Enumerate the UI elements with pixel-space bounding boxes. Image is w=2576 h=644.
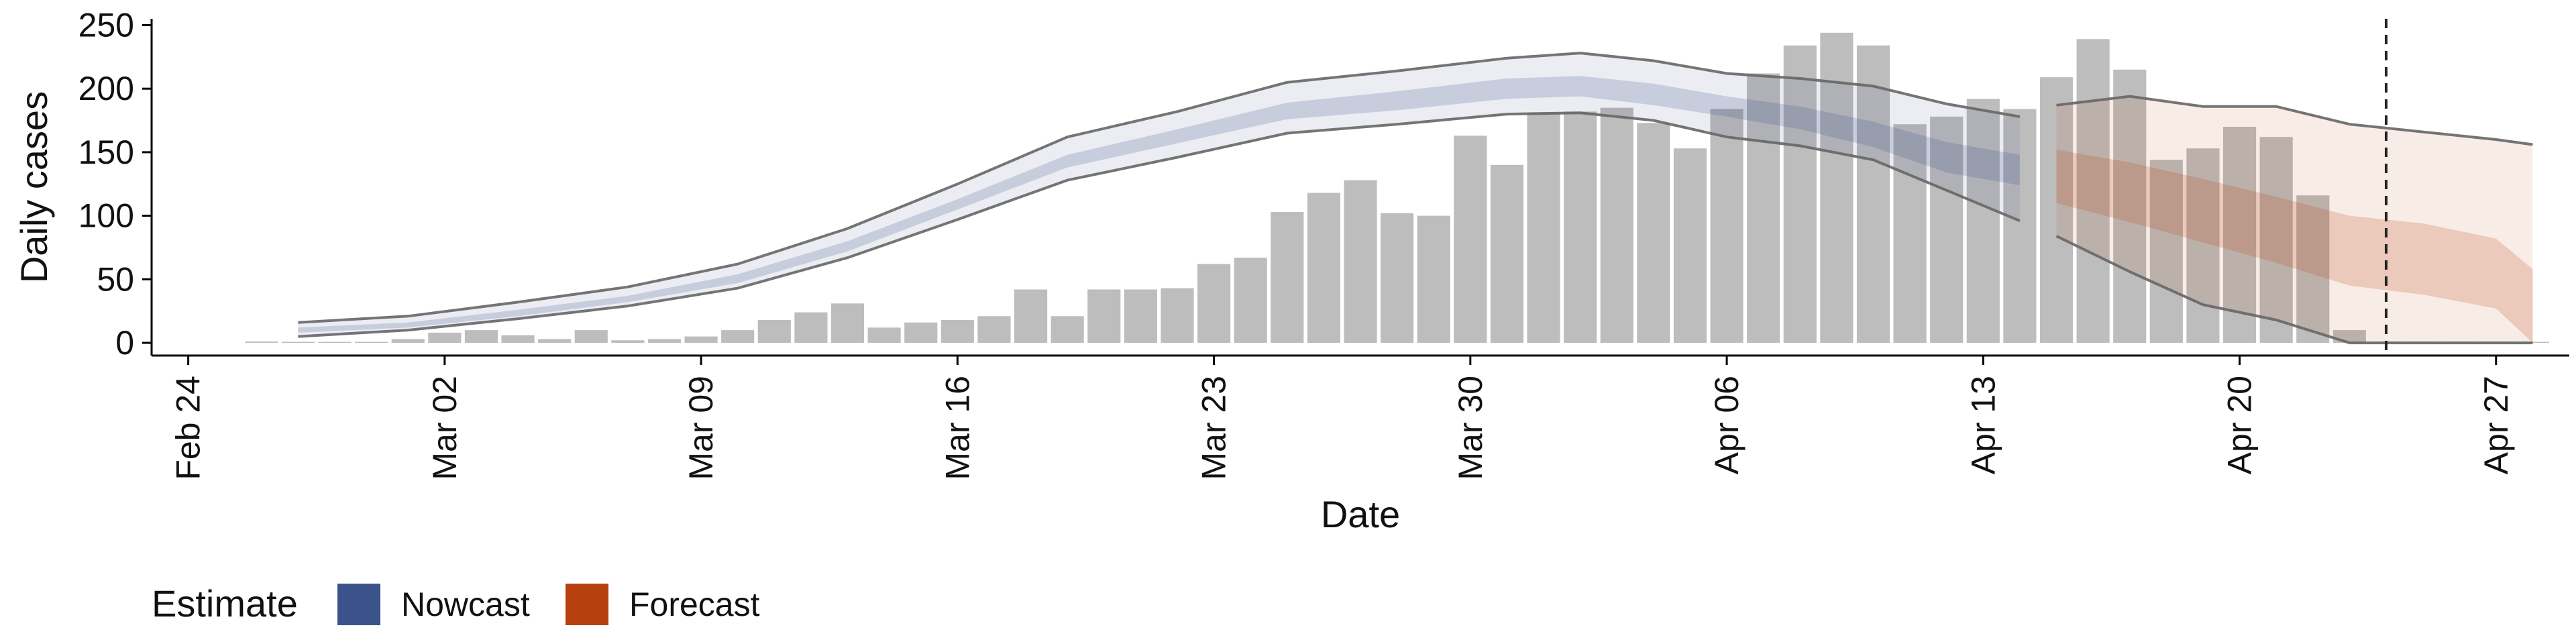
bar <box>1600 107 1633 343</box>
nowcast-upper-line <box>298 52 2021 324</box>
bar <box>904 322 938 343</box>
forecast-lower-line <box>2055 235 2533 345</box>
bar <box>1344 180 1377 343</box>
x-ticks: Feb 24 Mar 02 Mar 09 Mar 16 Mar 23 Mar 30 Apr … <box>170 356 2515 480</box>
forecast-ribbon-50 <box>2056 150 2533 343</box>
bar <box>1564 111 1597 343</box>
bar <box>2003 109 2037 343</box>
x-axis-title: Date <box>1321 493 1400 535</box>
bars-layer <box>245 32 2549 343</box>
bar <box>1417 215 1450 343</box>
bar <box>1051 316 1084 343</box>
bar <box>1856 45 1890 343</box>
bar <box>1307 193 1340 343</box>
x-tick-label: Apr 06 <box>1708 376 1746 474</box>
y-ticks: 0 50 100 150 200 250 <box>78 6 152 362</box>
y-tick-label: 150 <box>78 133 134 171</box>
x-tick-label: Apr 27 <box>2477 376 2515 474</box>
legend-swatch-nowcast <box>337 584 380 625</box>
bar <box>538 339 572 343</box>
bar <box>721 330 755 343</box>
x-tick-label: Apr 13 <box>1964 376 2002 474</box>
bar <box>245 341 278 343</box>
forecast-ribbon-90 <box>2056 96 2533 343</box>
bar <box>794 312 828 343</box>
bar <box>830 303 865 343</box>
bar <box>1820 32 1854 343</box>
x-tick-label: Apr 20 <box>2221 376 2259 474</box>
bar <box>281 341 315 343</box>
bar <box>1087 289 1121 343</box>
bar <box>2296 195 2330 343</box>
bar <box>977 316 1011 343</box>
legend-label-nowcast: Nowcast <box>401 586 530 623</box>
bar <box>2039 77 2074 343</box>
bar <box>574 330 608 343</box>
bar <box>1747 73 1780 343</box>
bar <box>1966 99 2000 343</box>
bar <box>2186 148 2220 343</box>
bar <box>2076 39 2110 343</box>
bar <box>2149 160 2183 343</box>
bar <box>867 327 901 343</box>
y-tick-label: 200 <box>78 70 134 107</box>
bar <box>1783 45 1817 343</box>
bar <box>684 336 718 343</box>
bar <box>501 335 535 343</box>
bar <box>611 340 645 343</box>
bar <box>464 330 498 343</box>
legend-label-forecast: Forecast <box>629 586 760 623</box>
forecast-upper-line <box>2056 95 2533 146</box>
bar <box>2259 137 2293 343</box>
x-tick-label: Feb 24 <box>170 376 207 480</box>
bar <box>941 319 974 343</box>
bar <box>1637 123 1670 343</box>
y-tick-label: 100 <box>78 197 134 235</box>
bar <box>2222 127 2257 343</box>
bar <box>1454 136 1487 343</box>
bar <box>1014 289 1048 343</box>
x-tick-label: Mar 30 <box>1452 376 1489 480</box>
bar <box>1197 264 1231 343</box>
y-tick-label: 250 <box>78 6 134 44</box>
bar <box>1893 124 1927 343</box>
bar <box>391 339 425 343</box>
bar <box>647 339 682 343</box>
x-tick-label: Mar 16 <box>938 376 976 480</box>
bar <box>1673 148 1707 343</box>
bar <box>1161 288 1194 343</box>
ribbons-layer <box>298 53 2533 343</box>
y-tick-label: 50 <box>97 260 134 298</box>
bar <box>1234 258 1267 343</box>
x-tick-label: Mar 23 <box>1195 376 1233 480</box>
legend: Estimate Nowcast Forecast <box>152 582 760 625</box>
legend-swatch-forecast <box>566 584 608 625</box>
bar <box>1490 164 1523 343</box>
bar <box>1930 116 1964 343</box>
y-tick-label: 0 <box>115 324 134 362</box>
bar <box>1381 213 1414 343</box>
bar <box>757 319 791 343</box>
bound-lines-layer <box>298 52 2533 345</box>
y-axis-title: Daily cases <box>13 91 55 283</box>
legend-title: Estimate <box>152 582 298 625</box>
bar <box>318 341 352 343</box>
x-tick-label: Mar 02 <box>426 376 464 480</box>
bar <box>1124 289 1157 343</box>
bar <box>1271 211 1304 343</box>
bar <box>355 341 388 343</box>
x-tick-label: Mar 09 <box>682 376 720 480</box>
nowcast-lower-line <box>298 111 2021 338</box>
bar <box>2113 69 2147 343</box>
axes-layer <box>150 19 2569 357</box>
bar <box>428 332 462 343</box>
bar <box>1527 113 1560 343</box>
bar <box>1710 109 1743 343</box>
